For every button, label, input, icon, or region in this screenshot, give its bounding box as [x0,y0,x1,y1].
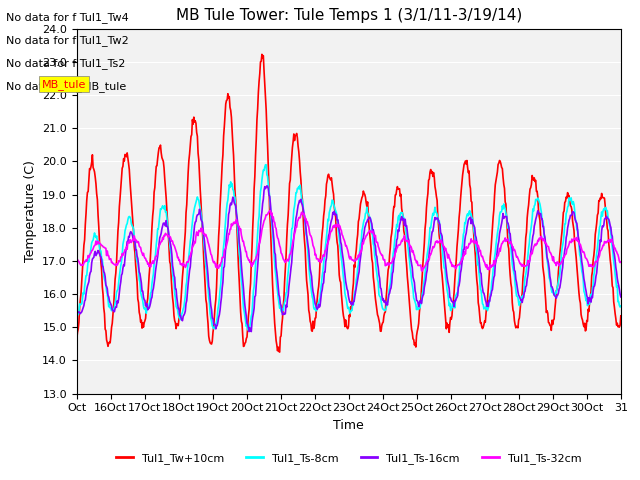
Y-axis label: Temperature (C): Temperature (C) [24,160,36,262]
Tul1_Ts-16cm [406,252,414,258]
Tul1_Ts-8cm [262,162,270,168]
Tul1_Ts-16cm [285,278,293,284]
Text: No data for f_MB_tule: No data for f_MB_tule [6,81,127,92]
Tul1_Tw+10cm [237,309,244,315]
Tul1_Ts-8cm [237,264,244,269]
Tul1_Ts-32cm [285,256,292,262]
Text: No data for f Tul1_Tw4: No data for f Tul1_Tw4 [6,12,129,23]
Tul1_Tw+10cm [258,51,266,57]
Tul1_Ts-8cm [285,256,293,262]
Tul1_Ts-8cm [137,289,145,295]
Line: Tul1_Tw+10cm: Tul1_Tw+10cm [77,54,621,352]
Tul1_Tw+10cm [137,319,145,325]
Tul1_Ts-16cm [73,306,81,312]
Tul1_Ts-32cm [137,245,145,251]
Line: Tul1_Ts-32cm: Tul1_Ts-32cm [77,211,621,271]
Tul1_Ts-32cm [437,239,445,245]
Tul1_Tw+10cm [285,180,293,186]
Tul1_Ts-32cm [264,211,271,217]
Tul1_Ts-16cm [245,329,253,335]
Tul1_Ts-8cm [73,309,81,314]
Tul1_Tw+10cm [276,349,284,355]
Tul1_Ts-16cm [237,250,244,256]
Tul1_Ts-32cm [406,242,413,248]
Tul1_Ts-8cm [265,187,273,192]
Tul1_Ts-16cm [617,294,625,300]
Text: No data for f Tul1_Tw2: No data for f Tul1_Tw2 [6,35,129,46]
Tul1_Ts-8cm [244,327,252,333]
Tul1_Tw+10cm [437,251,445,256]
Text: MB_tule: MB_tule [42,79,86,90]
Tul1_Ts-8cm [406,264,414,270]
Tul1_Tw+10cm [406,310,414,316]
Tul1_Ts-8cm [617,303,625,309]
Tul1_Ts-16cm [437,230,445,236]
Tul1_Ts-8cm [437,233,445,239]
Tul1_Ts-16cm [263,183,271,189]
Tul1_Ts-32cm [617,259,625,264]
Tul1_Ts-32cm [419,268,426,274]
Tul1_Tw+10cm [264,163,272,168]
Tul1_Ts-32cm [266,208,273,214]
Tul1_Tw+10cm [73,336,81,342]
Tul1_Tw+10cm [617,313,625,319]
Tul1_Ts-16cm [137,276,145,281]
Legend: Tul1_Tw+10cm, Tul1_Ts-8cm, Tul1_Ts-16cm, Tul1_Ts-32cm: Tul1_Tw+10cm, Tul1_Ts-8cm, Tul1_Ts-16cm,… [112,448,586,468]
Tul1_Ts-16cm [265,192,273,198]
Line: Tul1_Ts-8cm: Tul1_Ts-8cm [77,165,621,330]
Tul1_Ts-32cm [237,226,244,232]
Title: MB Tule Tower: Tule Temps 1 (3/1/11-3/19/14): MB Tule Tower: Tule Temps 1 (3/1/11-3/19… [175,9,522,24]
X-axis label: Time: Time [333,419,364,432]
Tul1_Ts-32cm [73,258,81,264]
Text: No data for f Tul1_Ts2: No data for f Tul1_Ts2 [6,58,126,69]
Line: Tul1_Ts-16cm: Tul1_Ts-16cm [77,186,621,332]
